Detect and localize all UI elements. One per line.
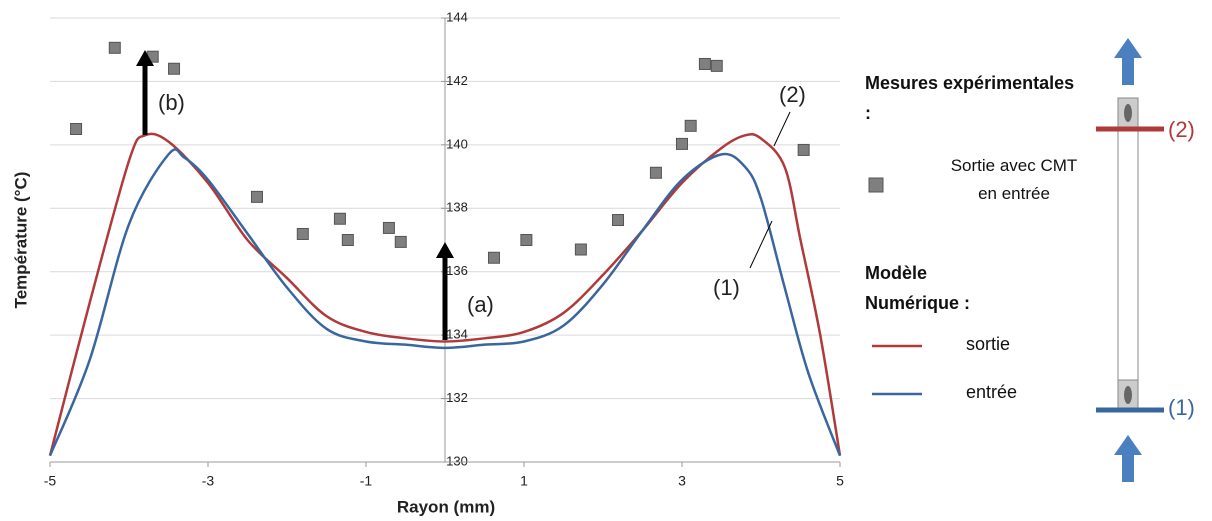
x-tick-label: 1 bbox=[520, 473, 528, 489]
data-point bbox=[168, 62, 181, 75]
legend-label: sortie bbox=[966, 334, 1011, 354]
x-tick-label: 3 bbox=[678, 473, 686, 489]
flow-arrow bbox=[1114, 38, 1142, 85]
data-point bbox=[520, 234, 533, 246]
legend-label: entrée bbox=[966, 382, 1018, 402]
x-tick-label: -3 bbox=[202, 473, 215, 489]
sample-core bbox=[1124, 386, 1132, 404]
annotation: (2) bbox=[779, 82, 806, 107]
y-tick-label: 130 bbox=[446, 453, 468, 468]
flow-arrow bbox=[1114, 435, 1142, 482]
y-tick-label: 140 bbox=[446, 136, 468, 151]
data-point bbox=[797, 143, 810, 156]
series-line bbox=[48, 132, 842, 456]
data-point bbox=[612, 214, 625, 227]
data-point bbox=[382, 221, 395, 234]
y-tick-label: 138 bbox=[446, 200, 468, 215]
data-point bbox=[70, 123, 83, 135]
diagram: (2) (1) bbox=[1096, 38, 1195, 482]
x-tick-label: -5 bbox=[44, 473, 57, 489]
legend-group-title: Mesures expérimentales : bbox=[865, 73, 1075, 123]
data-point bbox=[341, 234, 354, 246]
data-point bbox=[333, 212, 346, 225]
tube bbox=[1117, 97, 1139, 411]
data-point bbox=[649, 166, 662, 179]
data-point bbox=[684, 119, 697, 132]
plot: 130 132 134 136 138 140 142 144 -5 -3 -1 1 3 5 (a) (b) (… bbox=[44, 9, 922, 489]
annotation: (a) bbox=[467, 292, 494, 317]
data-point bbox=[710, 59, 723, 72]
data-point bbox=[108, 41, 121, 54]
y-tick-label: 142 bbox=[446, 73, 468, 88]
y-tick-label: 144 bbox=[446, 9, 468, 24]
legend-label: Sortie avec CMT en entrée bbox=[950, 156, 1078, 203]
series-line bbox=[48, 148, 842, 457]
y-tick-label: 134 bbox=[446, 327, 468, 342]
leader-line bbox=[773, 111, 791, 147]
data-point bbox=[676, 137, 688, 150]
data-point bbox=[698, 57, 711, 70]
x-tick-label: -1 bbox=[360, 473, 373, 489]
legend-group-title: Modèle Numérique : bbox=[865, 263, 971, 313]
data-point bbox=[487, 251, 500, 264]
annotation-arrowhead bbox=[436, 242, 454, 258]
data-point bbox=[296, 227, 309, 240]
annotation: (1) bbox=[713, 275, 740, 300]
legend-marker bbox=[868, 177, 884, 193]
annotation-arrowhead bbox=[136, 50, 154, 66]
y-axis-title: Température (°C) bbox=[11, 172, 30, 309]
sample-core bbox=[1124, 104, 1132, 122]
x-tick-label: 5 bbox=[836, 473, 844, 489]
annotation: (b) bbox=[158, 90, 185, 115]
diagram-label: (2) bbox=[1168, 117, 1195, 142]
data-point bbox=[574, 243, 587, 256]
data-point bbox=[250, 190, 263, 203]
data-point bbox=[394, 235, 407, 248]
diagram-label: (1) bbox=[1168, 395, 1195, 420]
x-axis-title: Rayon (mm) bbox=[397, 497, 495, 516]
leader-line bbox=[749, 220, 773, 269]
y-tick-label: 136 bbox=[446, 263, 468, 278]
y-tick-label: 132 bbox=[446, 390, 468, 405]
